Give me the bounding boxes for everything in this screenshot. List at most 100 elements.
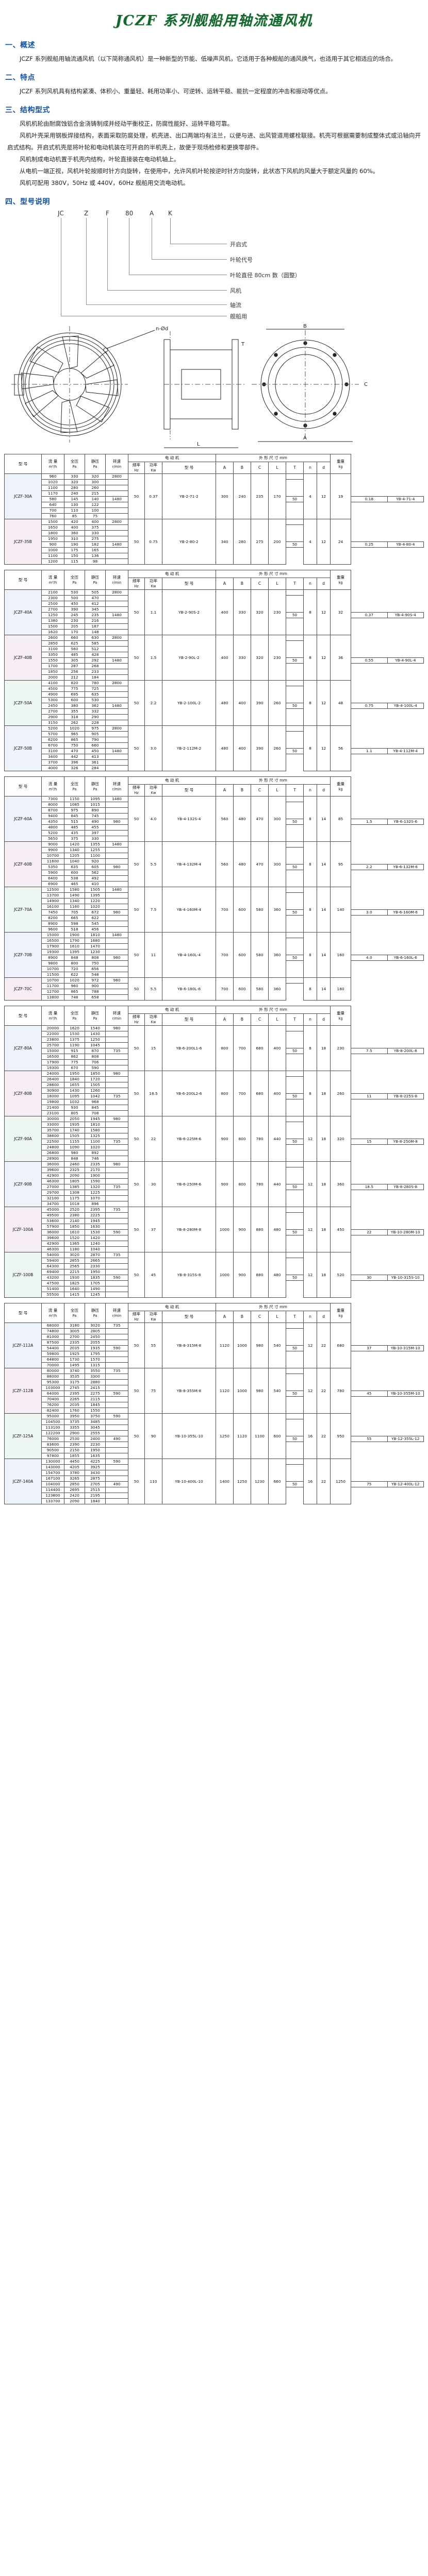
header-power: 功率 Kw [144,1311,162,1323]
table-row: 11600 1040 920 [5,858,424,865]
table-row: 1850 256 233 [5,669,424,675]
table-row: 32100 1175 1070 [5,1195,424,1201]
table-cell: 512 [85,646,106,652]
table-cell: YB-6-200L1-6 [161,1025,217,1071]
table-cell: 20000 [41,1025,64,1031]
table-cell: 780 [85,680,106,686]
table-row: 1650 400 375 [5,524,424,531]
table-cell: 440 [268,1161,287,1207]
table-cell: 700 [216,977,234,1001]
table-cell: 2395 [85,1207,106,1213]
table-cell: 50 [286,955,304,961]
table-cell: 5900 [41,870,64,876]
table-cell: 8 [303,589,318,635]
table-row: 26800 980 892 [5,1150,424,1156]
table-cell: 1355 [85,841,106,848]
table-cell: 590 [105,1229,128,1235]
table-cell: 1800 [41,530,64,536]
table-cell: 390 [64,606,85,613]
table-cell: 326 [64,765,85,771]
table-cell: 450 [330,1207,352,1252]
table-cell [105,1031,128,1037]
table-cell: 1320 [85,1184,106,1190]
table-cell [286,1252,304,1258]
table-cell: 1480 [105,703,128,709]
structure-paragraph-2: 风机叶壳采用钢板焊接结构，表面采取防腐处理，机壳进、出口两端均有法兰，以便与进、… [7,132,421,151]
table-cell: 410 [85,881,106,887]
table-cell: 865 [64,737,85,743]
table-cell: 17900 [41,1059,64,1065]
table-cell-model: JCZF-40B [4,635,42,681]
table-cell: 1100 [41,485,64,491]
table-cell: 1018 [64,1201,85,1207]
table-row: 70400 2265 2115 [5,1396,424,1402]
table-cell: 1380 [41,618,64,624]
table-cell [105,938,128,944]
table-cell: 780 [330,1368,352,1414]
table-cell [105,1476,128,1482]
table-cell: 160 [330,932,352,978]
table-cell [286,977,304,984]
table-cell: 22000 [41,1031,64,1037]
table-cell: 360 [268,932,287,978]
table-cell: 3.0 [144,725,162,771]
table-cell: 0.75 [351,703,388,709]
table-cell-model: JCZF-70C [4,977,42,1001]
table-cell [105,524,128,531]
table-cell: YB-4-100L-4 [387,703,424,709]
table-cell [105,742,128,749]
table-cell: 1950 [41,536,64,542]
table-row: 13700 1490 1395 [5,892,424,899]
table-cell: 140 [85,496,106,502]
header-dim-L: L [268,784,287,796]
table-row: 87500 2335 2055 [5,1340,424,1346]
header-dim-d: d [317,578,331,590]
table-cell: 905 [85,731,106,737]
table-cell [105,720,128,726]
table-cell: 50 [286,1229,304,1235]
table-cell: 18 [317,1252,331,1298]
table-cell [286,1368,304,1374]
table-cell: 1000 [216,1207,234,1252]
model-label-3: 风机 [230,287,241,294]
table-cell: 1630 [85,1224,106,1230]
table-row: 700 110 100 [5,507,424,514]
header-dims-group: 外 形 尺 寸 mm [216,570,331,578]
table-cell: 275 [251,519,269,565]
table-cell: 1385 [64,1184,85,1190]
table-cell: 230 [268,635,287,681]
table-row: 54400 2035 1935 590 50 37 YB-10-315M-10 [5,1345,424,1351]
table-row: 35700 1740 1580 [5,1127,424,1133]
table-cell: YB-8-315M-8 [161,1323,217,1368]
table-cell: 18 [317,1161,331,1207]
table-cell: 260 [268,680,287,726]
table-cell: 1020 [64,725,85,732]
header-total-pressure: 全压 Pa [64,1303,85,1323]
table-cell-model: JCZF-112B [4,1368,42,1414]
table-cell: 95300 [41,1379,64,1385]
table-cell [105,1088,128,1094]
table-cell-model: JCZF-90A [4,1116,42,1162]
table-cell: 34700 [41,1201,64,1207]
table-cell: 1480 [105,612,128,618]
table-cell: 240 [233,473,252,519]
table-cell: 260 [330,1071,352,1116]
table-cell: 670 [64,1065,85,1071]
table-cell: 46300 [41,1246,64,1252]
table-cell: 362 [85,703,106,709]
table-cell-model: JCZF-90B [4,1161,42,1207]
table-row: 28600 1655 1505 [5,1082,424,1088]
table-2: 型 号流 量 m³/h 全压 Pa 静压 Pa 转速 r/min 电 动 机外 形 尺 寸 mm… [4,570,424,771]
table-cell: 848 [64,1156,85,1162]
table-cell: 28900 [41,1156,64,1162]
table-cell: 32100 [41,1195,64,1201]
table-cell: 1245 [85,1292,106,1298]
table-cell-model: JCZF-50A [4,680,42,726]
table-cell: 1950 [85,1269,106,1275]
table-cell: 2050 [64,1116,85,1122]
table-cell: 720 [64,966,85,972]
table-cell: 2380 [64,1212,85,1218]
table-cell: 1340 [64,898,85,904]
table-cell: 1395 [64,949,85,955]
header-dim-C: C [251,1311,269,1323]
